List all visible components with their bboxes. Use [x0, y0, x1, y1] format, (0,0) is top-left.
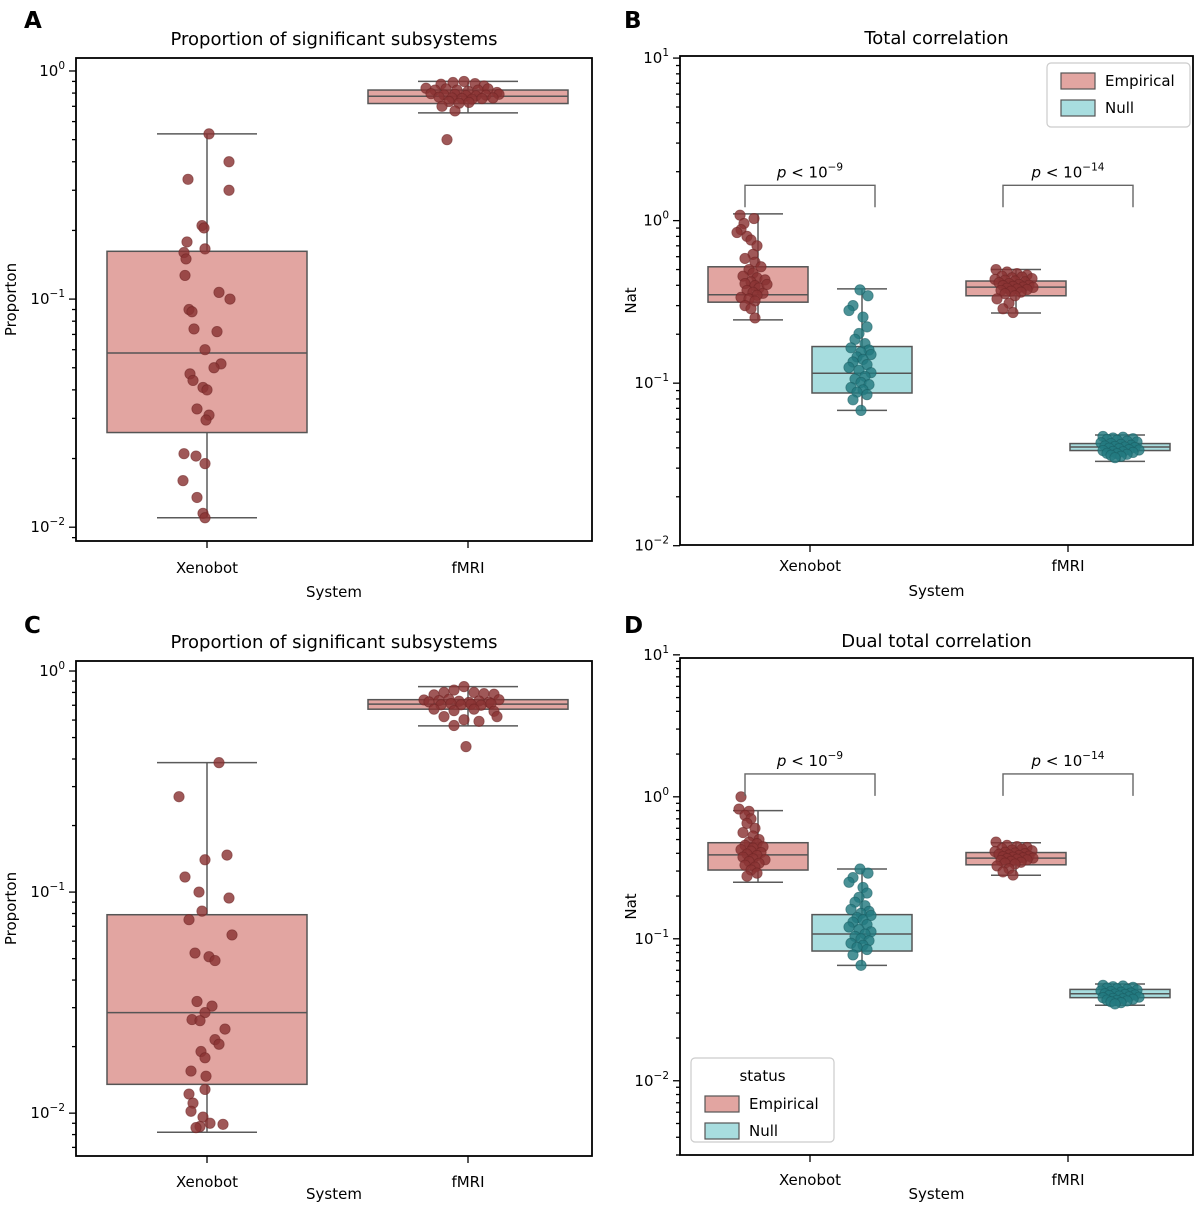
panel-D: D Dual total correlation 101 100 10−1 10−2 Xen…: [622, 613, 1194, 1203]
p-value-label: p < 10−9: [776, 750, 843, 770]
axes-frame: [75, 57, 593, 542]
significance-bracket: p < 10−14: [1002, 750, 1134, 796]
legend-title: status: [739, 1067, 785, 1085]
panel-A: A Proportion of significant subsystems 100…: [2, 8, 593, 601]
p-value-label: p < 10−14: [1031, 750, 1105, 770]
x-tick-label-fMRI: fMRI: [451, 1173, 484, 1191]
svg-text:10−1: 10−1: [634, 928, 669, 948]
svg-text:100: 100: [39, 660, 65, 680]
points-fMRI-Empirical: [418, 681, 505, 753]
y-ticks: [673, 57, 680, 547]
x-tick-label-fMRI: fMRI: [1051, 557, 1084, 575]
x-tick-label-Xenobot: Xenobot: [176, 559, 238, 577]
svg-text:10−1: 10−1: [634, 372, 669, 392]
panel-D-title: Dual total correlation: [841, 631, 1032, 652]
points-Xenobot-Null: [843, 284, 877, 416]
x-tick-label-Xenobot: Xenobot: [779, 557, 841, 575]
panel-C: C Proportion of significant subsystems 100…: [2, 613, 593, 1203]
x-tick-label-Xenobot: Xenobot: [176, 1173, 238, 1191]
panel-B-title: Total correlation: [863, 28, 1008, 49]
points-Xenobot-Empirical: [173, 757, 238, 1134]
y-axis-label: Proporton: [2, 872, 20, 945]
svg-text:101: 101: [643, 644, 669, 664]
legend: Empirical Null: [1046, 62, 1191, 128]
y-ticks: [69, 70, 76, 539]
points-fMRI-Empirical: [420, 75, 505, 146]
panel-label-D: D: [624, 613, 643, 639]
svg-text:10−2: 10−2: [30, 516, 65, 536]
svg-text:10−2: 10−2: [634, 1070, 669, 1090]
y-axis-label: Nat: [622, 893, 640, 919]
y-axis-label: Proporton: [2, 263, 20, 336]
y-ticks: [673, 654, 680, 1156]
x-tick-label-fMRI: fMRI: [1051, 1171, 1084, 1189]
legend-swatch-Empirical: [1060, 72, 1096, 90]
axes-frame: [679, 55, 1194, 546]
svg-text:10−2: 10−2: [634, 535, 669, 555]
panel-A-title: Proportion of significant subsystems: [171, 29, 498, 50]
legend: status Empirical Null: [690, 1057, 835, 1143]
panel-B: B Total correlation 101 100 10−1 10−2 Xenobot f…: [622, 8, 1194, 600]
legend-label-Empirical: Empirical: [749, 1095, 819, 1113]
svg-text:10−1: 10−1: [30, 881, 65, 901]
points-fMRI-Null: [1095, 979, 1145, 1010]
panel-label-B: B: [624, 8, 642, 34]
panel-label-A: A: [24, 8, 42, 34]
legend-swatch-Empirical: [704, 1095, 740, 1113]
points-fMRI-Empirical: [989, 836, 1039, 881]
significance-bracket: p < 10−9: [744, 161, 876, 208]
svg-text:100: 100: [643, 786, 669, 806]
points-Xenobot-Empirical: [731, 209, 773, 324]
x-axis-label: System: [306, 1185, 362, 1203]
legend-swatch-Null: [704, 1122, 740, 1140]
legend-label-Null: Null: [749, 1122, 778, 1140]
points-Xenobot-Empirical: [177, 128, 236, 524]
svg-text:100: 100: [39, 60, 65, 80]
y-axis-label: Nat: [622, 287, 640, 313]
p-value-label: p < 10−14: [1031, 161, 1105, 181]
axes-frame: [75, 660, 593, 1157]
points-fMRI-Null: [1095, 430, 1145, 464]
legend-label-Null: Null: [1105, 99, 1134, 117]
x-axis-label: System: [306, 583, 362, 601]
panel-label-C: C: [24, 613, 41, 639]
points-Xenobot-Empirical: [733, 791, 771, 882]
points-fMRI-Empirical: [989, 263, 1039, 319]
box-Xenobot-Empirical: [106, 133, 308, 519]
x-axis-label: System: [909, 1185, 965, 1203]
y-ticks: [69, 670, 76, 1149]
svg-text:10−2: 10−2: [30, 1102, 65, 1122]
legend-label-Empirical: Empirical: [1105, 72, 1175, 90]
significance-bracket: p < 10−14: [1002, 161, 1134, 208]
legend-swatch-Null: [1060, 99, 1096, 117]
svg-text:100: 100: [643, 210, 669, 230]
p-value-label: p < 10−9: [776, 161, 843, 181]
svg-text:101: 101: [643, 47, 669, 67]
axes-frame: [679, 657, 1194, 1156]
significance-bracket: p < 10−9: [744, 750, 876, 796]
svg-text:10−1: 10−1: [30, 288, 65, 308]
x-tick-label-fMRI: fMRI: [451, 559, 484, 577]
x-axis-label: System: [909, 582, 965, 600]
points-Xenobot-Null: [843, 863, 877, 971]
panel-C-title: Proportion of significant subsystems: [171, 632, 498, 653]
x-tick-label-Xenobot: Xenobot: [779, 1171, 841, 1189]
